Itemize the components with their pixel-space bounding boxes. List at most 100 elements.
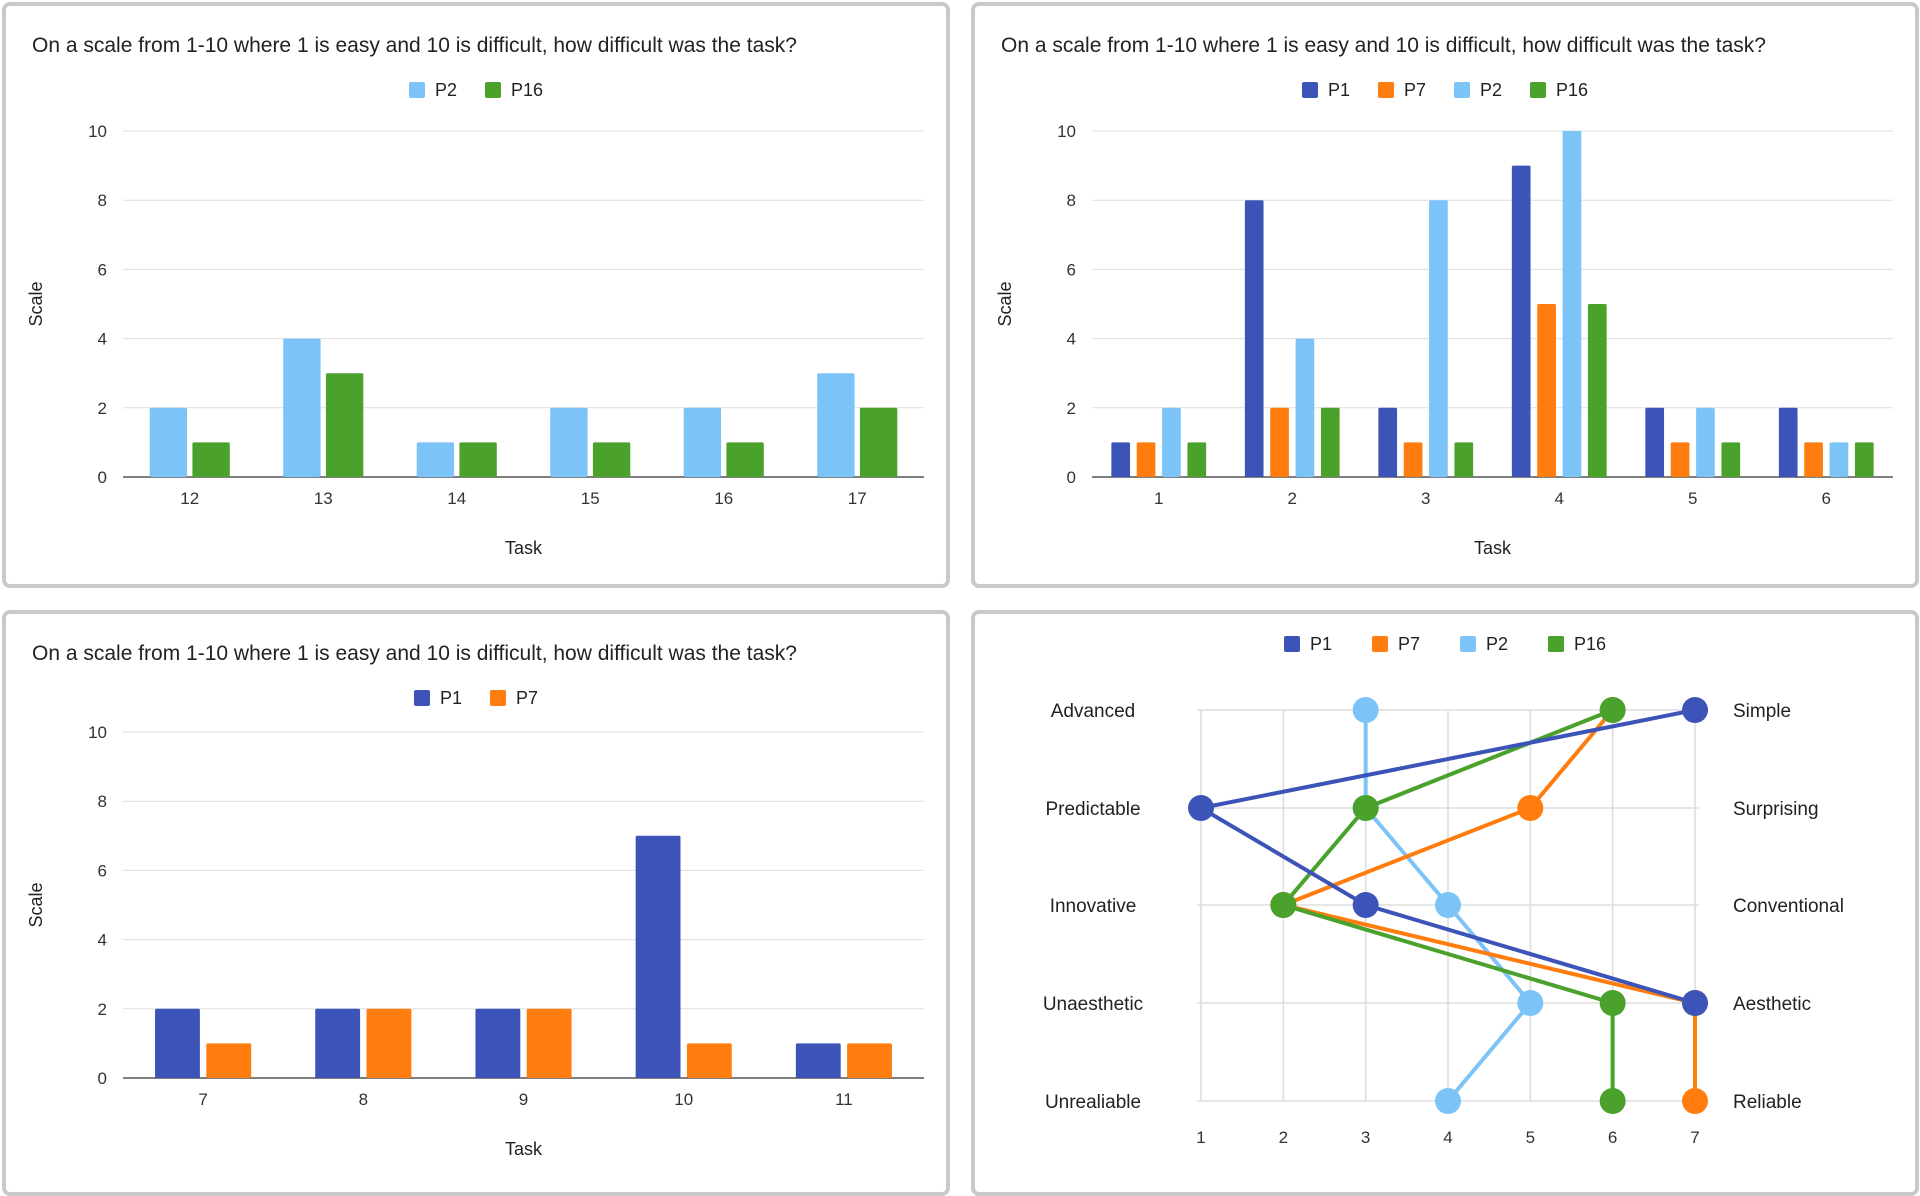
y-tick-label: 4 [98,931,107,950]
bar-p1-task-8 [315,1008,361,1078]
legend-label: P16 [511,79,544,100]
x-tick-label: 4 [1555,489,1564,508]
marker-p2-row-1 [1352,697,1379,723]
bar-p16-task-12 [192,442,230,477]
bar-p2-task-14 [416,442,455,477]
bar-p2-task-12 [149,407,188,477]
legend-label: P1 [439,687,462,708]
legend-label: P1 [1327,79,1350,100]
x-tick-label: 1 [1196,1128,1205,1147]
bar-p7-task-9 [526,1008,572,1078]
y-tick-label: 4 [1067,330,1076,349]
bar-p16-task-3 [1454,442,1474,477]
x-tick-label: 10 [674,1090,693,1109]
left-label-unaesthetic: Unaesthetic [1043,994,1143,1015]
marker-p16-row-4 [1599,990,1626,1016]
legend-item-p2: P2 [408,80,457,101]
x-tick-label: 8 [359,1090,368,1109]
marker-p1-row-3 [1352,892,1379,918]
chart-legend: P2 P16 [6,78,946,102]
legend-item-p2: P2 [1454,80,1502,101]
bar-p2-task-5 [1696,407,1715,477]
y-axis-title: Scale [26,281,46,326]
legend-label: P1 [1309,633,1332,654]
bar-p2-task-3 [1429,200,1448,477]
marker-p16-row-3 [1270,892,1297,918]
y-tick-label: 10 [88,723,107,742]
bar-p16-task-17 [859,407,898,477]
marker-p1-row-2 [1188,795,1214,821]
bar-p16-task-13 [325,373,364,477]
bar-p16-task-14 [459,442,497,477]
legend-swatch [1460,636,1476,652]
chart-panel-tasks-1-6: 0 2 4 6 8 10 1 2 3 4 5 6 Task Scale On a scale from 1… [971,2,1919,588]
legend-swatch [1530,82,1547,98]
x-tick-label: 3 [1421,489,1430,508]
legend-swatch [408,82,425,98]
bar-p1-task-10 [635,835,681,1078]
bar-p1-task-1 [1111,442,1131,477]
x-tick-label: 13 [314,489,333,508]
right-label-aesthetic: Aesthetic [1733,994,1811,1015]
bar-p2-task-13 [283,338,321,477]
bar-p7-task-2 [1270,407,1289,477]
y-tick-label: 2 [1067,399,1076,418]
series-line-p1 [1199,708,1696,1005]
bar-p16-task-6 [1854,442,1874,477]
x-tick-label: 16 [714,489,733,508]
bar-p16-task-15 [592,442,631,477]
legend-item-p7: P7 [1371,634,1420,655]
left-label-predictable: Predictable [1045,799,1140,820]
bar-p1-task-6 [1778,407,1798,477]
marker-p7-row-2 [1517,795,1544,821]
bar-p1-task-5 [1645,407,1665,477]
right-label-reliable: Reliable [1733,1092,1802,1113]
bar-p7-task-7 [206,1043,252,1078]
marker-p16-row-2 [1352,795,1379,821]
bar-p16-task-4 [1587,304,1607,477]
y-tick-label: 10 [88,122,107,141]
y-tick-label: 6 [1067,260,1076,279]
x-tick-label: 5 [1688,489,1697,508]
y-tick-label: 6 [98,260,107,279]
x-tick-label: 12 [180,489,199,508]
legend-swatch [1548,636,1565,652]
bar-p7-task-3 [1403,442,1423,477]
x-axis-title: Task [505,538,543,558]
bar-p7-task-11 [847,1043,892,1078]
y-tick-label: 4 [98,330,107,349]
legend-swatch [490,690,506,706]
bar-p16-task-16 [726,442,764,477]
legend-swatch [485,82,501,98]
x-axis-title: Task [1474,538,1512,558]
chart-panel-semantic-differential: 1 2 3 4 5 6 7 Advanced Predictable Innovative Unae… [971,610,1919,1196]
y-tick-label: 8 [1067,191,1076,210]
marker-p16-row-1 [1599,697,1626,723]
chart-title: On a scale from 1-10 where 1 is easy and… [32,34,797,57]
bar-p7-task-6 [1804,442,1823,477]
legend-swatch [1283,636,1300,652]
chart-title: On a scale from 1-10 where 1 is easy and… [32,642,797,665]
bar-p7-task-8 [366,1008,412,1078]
y-axis-title: Scale [995,281,1015,326]
bar-p7-task-10 [686,1043,732,1078]
bar-p1-task-2 [1244,200,1264,477]
marker-p2-row-4 [1517,990,1544,1016]
chart-legend: P1 P7 [6,686,946,710]
bar-p1-task-11 [795,1043,841,1078]
y-tick-label: 0 [98,468,107,487]
y-axis-title: Scale [26,882,46,927]
legend-swatch [1377,82,1394,98]
legend-item-p16: P16 [1548,634,1606,655]
left-label-advanced: Advanced [1051,701,1136,722]
bar-p7-task-5 [1670,442,1690,477]
legend-item-p2: P2 [1460,634,1508,655]
y-tick-label: 2 [98,399,107,418]
x-tick-label: 2 [1288,489,1297,508]
legend-label: P2 [1480,79,1503,100]
bar-p2-task-15 [550,407,588,477]
x-tick-label: 4 [1443,1128,1452,1147]
right-label-simple: Simple [1733,701,1791,722]
y-tick-label: 8 [98,792,107,811]
bar-p2-task-1 [1162,407,1181,477]
